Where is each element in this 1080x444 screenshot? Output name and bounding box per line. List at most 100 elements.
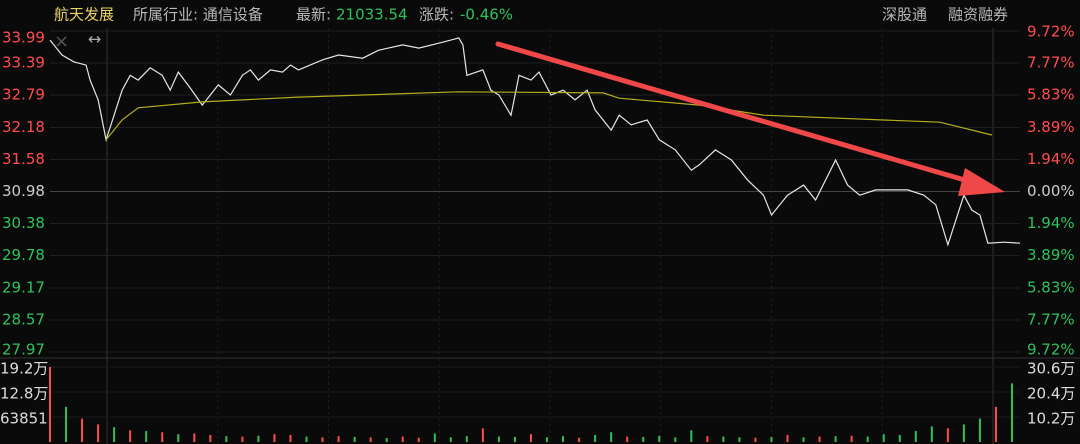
y-tick-label: 27.97 xyxy=(2,341,45,359)
volume-bar xyxy=(401,436,404,442)
y-tick-label: 63851 xyxy=(0,410,48,428)
y2-tick-label: 30.6万 xyxy=(1027,360,1075,378)
volume-bar xyxy=(962,424,965,442)
volume-bar xyxy=(369,437,372,442)
volume-bar xyxy=(866,436,869,442)
volume-bar xyxy=(289,434,292,442)
stock-name: 航天发展 xyxy=(54,6,114,24)
volume-bar xyxy=(129,430,132,442)
volume-bar xyxy=(81,418,84,442)
price-line xyxy=(49,37,1021,247)
y2-tick-label: 1.94% xyxy=(1027,214,1075,232)
volume-bar xyxy=(738,437,741,442)
volume-bar xyxy=(850,435,853,442)
volume-bar xyxy=(578,437,581,442)
volume-bar xyxy=(946,428,949,442)
volume-bar xyxy=(257,435,260,442)
y2-tick-label: 7.77% xyxy=(1027,310,1075,328)
volume-bar xyxy=(658,435,661,442)
trend-arrow xyxy=(495,41,978,186)
y-tick-label: 19.2万 xyxy=(0,360,48,378)
volume-bar xyxy=(321,437,324,442)
volume-bar xyxy=(49,367,51,442)
y2-tick-label: 7.77% xyxy=(1027,54,1075,72)
volume-bar xyxy=(353,436,356,442)
volume-bar xyxy=(786,434,789,442)
change-label: 涨跌: xyxy=(419,6,454,24)
volume-bar xyxy=(161,432,164,442)
y2-tick-label: 0.00% xyxy=(1027,182,1075,200)
y-tick-label: 32.79 xyxy=(2,85,45,103)
volume-bar xyxy=(994,406,997,442)
resize-icon[interactable]: ↔ xyxy=(88,30,101,49)
volume-bar xyxy=(1010,383,1013,442)
volume-bar xyxy=(433,433,436,442)
y-tick-label: 12.8万 xyxy=(0,385,48,403)
volume-bar xyxy=(305,436,308,442)
y2-tick-label: 5.83% xyxy=(1027,86,1075,104)
volume-bar xyxy=(754,437,757,442)
volume-bar xyxy=(209,434,212,442)
volume-bar xyxy=(481,428,484,442)
time-grid xyxy=(106,28,994,444)
y-tick-label: 30.38 xyxy=(2,214,45,232)
volume-bar xyxy=(177,434,180,442)
volume-bar xyxy=(978,418,981,442)
volume-bar xyxy=(642,436,645,442)
volume-bar xyxy=(465,436,468,442)
volume-bar xyxy=(706,436,709,442)
y-tick-label: 28.57 xyxy=(2,311,45,329)
volume-bar xyxy=(610,432,613,442)
volume-bar xyxy=(497,436,500,442)
y2-tick-label: 3.89% xyxy=(1027,246,1075,264)
link[interactable]: 深股通 xyxy=(882,6,927,24)
y2-tick-label: 3.89% xyxy=(1027,118,1075,136)
volume-bar xyxy=(113,427,116,442)
y2-tick-label: 10.2万 xyxy=(1027,410,1075,428)
close-icon[interactable]: × xyxy=(54,31,69,52)
link[interactable]: 融资融券 xyxy=(948,6,1008,24)
y-tick-label: 29.17 xyxy=(2,279,45,297)
y-tick-label: 29.78 xyxy=(2,246,45,264)
industry: 所属行业: 通信设备 xyxy=(133,6,263,24)
volume-bar xyxy=(225,436,228,442)
latest-value: 21033.54 xyxy=(336,6,408,24)
volume-bar xyxy=(930,426,933,442)
y2-tick-label: 9.72% xyxy=(1027,23,1075,41)
volume-bar xyxy=(385,438,388,442)
volume-bar xyxy=(513,436,516,442)
volume-bar xyxy=(546,437,549,442)
volume-bar xyxy=(337,436,340,442)
volume-bar xyxy=(65,406,68,442)
volume-bar xyxy=(898,434,901,442)
y2-tick-label: 20.4万 xyxy=(1027,385,1075,403)
volume-bar xyxy=(97,424,100,442)
volume-bar xyxy=(562,436,565,442)
y-tick-label: 30.98 xyxy=(2,182,45,200)
volume-bar xyxy=(818,436,821,442)
volume-bar xyxy=(770,436,773,442)
trend-arrow-head xyxy=(958,168,1005,196)
volume-bar xyxy=(834,436,837,442)
volume-bar xyxy=(193,433,196,442)
volume-bar xyxy=(449,437,452,442)
volume-bar xyxy=(529,434,532,442)
price-line xyxy=(105,91,993,141)
y2-tick-label: 1.94% xyxy=(1027,150,1075,168)
volume-bar xyxy=(914,431,917,442)
y-tick-label: 31.58 xyxy=(2,150,45,168)
y2-tick-label: 9.72% xyxy=(1027,341,1075,359)
y-tick-label: 32.18 xyxy=(2,118,45,136)
volume-bar xyxy=(882,434,885,442)
latest-label: 最新: xyxy=(296,6,331,24)
volume-bar xyxy=(690,430,693,442)
volume-bar xyxy=(594,434,597,442)
change-value: -0.46% xyxy=(460,6,513,24)
volume-bar xyxy=(674,437,677,442)
volume-bar xyxy=(802,437,805,442)
y-tick-label: 33.99 xyxy=(2,29,45,47)
y2-tick-label: 5.83% xyxy=(1027,278,1075,296)
